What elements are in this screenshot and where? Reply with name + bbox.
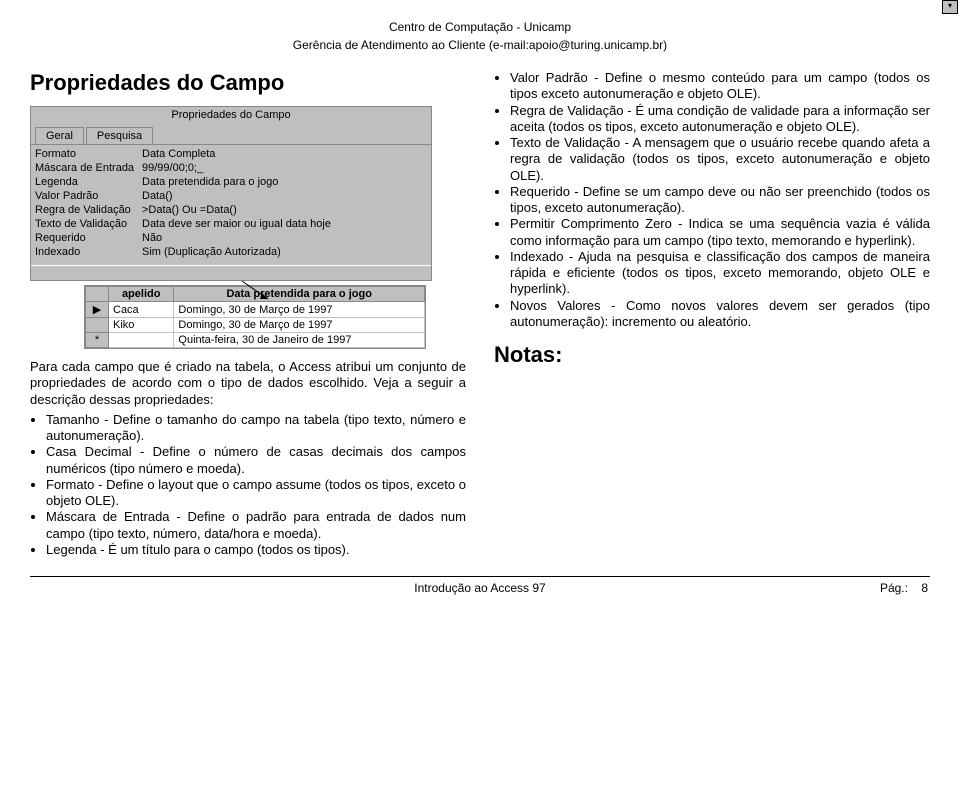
prop-value[interactable]: 99/99/00;0;_ bbox=[140, 161, 427, 175]
prop-row-regra: Regra de Validação >Data() Ou =Data() bbox=[35, 203, 427, 217]
footer-divider bbox=[30, 576, 930, 577]
table-row[interactable]: ▶ Caca Domingo, 30 de Março de 1997 bbox=[86, 302, 425, 318]
dropdown-icon[interactable]: ▾ bbox=[942, 0, 958, 14]
bullet-item: Tamanho - Define o tamanho do campo na t… bbox=[46, 412, 466, 445]
prop-value[interactable]: Data pretendida para o jogo bbox=[140, 175, 427, 189]
bullet-item: Texto de Validação - A mensagem que o us… bbox=[510, 135, 930, 184]
properties-panel: Propriedades do Campo Geral Pesquisa For… bbox=[30, 106, 432, 281]
bullet-list-right: Valor Padrão - Define o mesmo conteúdo p… bbox=[494, 70, 930, 330]
prop-label: Valor Padrão bbox=[35, 189, 140, 203]
prop-value[interactable]: Data() bbox=[140, 189, 427, 203]
tab-general[interactable]: Geral bbox=[35, 127, 84, 144]
bullet-item: Máscara de Entrada - Define o padrão par… bbox=[46, 509, 466, 542]
cell-apelido[interactable] bbox=[109, 333, 174, 348]
prop-label: Regra de Validação bbox=[35, 203, 140, 217]
bullet-item: Novos Valores - Como novos valores devem… bbox=[510, 298, 930, 331]
prop-row-requerido: Requerido Não bbox=[35, 231, 427, 245]
table-corner bbox=[86, 287, 109, 302]
panel-caption: Propriedades do Campo bbox=[31, 107, 431, 123]
cell-data[interactable]: Domingo, 30 de Março de 1997 bbox=[174, 318, 425, 333]
cell-apelido[interactable]: Caca bbox=[109, 302, 174, 318]
row-marker: * bbox=[86, 333, 109, 348]
header-department: Gerência de Atendimento ao Cliente (e-ma… bbox=[30, 38, 930, 52]
row-marker: ▶ bbox=[86, 302, 109, 318]
left-column: Propriedades do Campo Propriedades do Ca… bbox=[30, 70, 466, 558]
prop-row-mascara: Máscara de Entrada 99/99/00;0;_ bbox=[35, 161, 427, 175]
prop-label: Requerido bbox=[35, 231, 140, 245]
footer-title: Introdução ao Access 97 bbox=[414, 581, 545, 595]
section-title: Propriedades do Campo bbox=[30, 70, 466, 96]
tab-bar: Geral Pesquisa bbox=[31, 123, 431, 145]
prop-row-texto: Texto de Validação Data deve ser maior o… bbox=[35, 217, 427, 231]
prop-label: Legenda bbox=[35, 175, 140, 189]
properties-list: Formato Data Completa ▾ Máscara de Entra… bbox=[31, 145, 431, 265]
notes-heading: Notas: bbox=[494, 342, 930, 368]
table-row[interactable]: Kiko Domingo, 30 de Março de 1997 bbox=[86, 318, 425, 333]
bullet-item: Permitir Comprimento Zero - Indica se um… bbox=[510, 216, 930, 249]
cell-data[interactable]: Domingo, 30 de Março de 1997 bbox=[174, 302, 425, 318]
prop-value[interactable]: >Data() Ou =Data() bbox=[140, 203, 427, 217]
bullet-item: Casa Decimal - Define o número de casas … bbox=[46, 444, 466, 477]
page-number: 8 bbox=[921, 581, 928, 595]
prop-value[interactable]: Data deve ser maior ou igual data hoje bbox=[140, 217, 427, 231]
bullet-item: Formato - Define o layout que o campo as… bbox=[46, 477, 466, 510]
prop-row-indexado: Indexado Sim (Duplicação Autorizada) bbox=[35, 245, 427, 259]
prop-label: Texto de Validação bbox=[35, 217, 140, 231]
prop-row-legenda: Legenda Data pretendida para o jogo bbox=[35, 175, 427, 189]
row-marker bbox=[86, 318, 109, 333]
intro-paragraph: Para cada campo que é criado na tabela, … bbox=[30, 359, 466, 408]
prop-label: Formato bbox=[35, 147, 140, 161]
footer-page: Pág.: 8 bbox=[880, 581, 928, 595]
page-label: Pág.: bbox=[880, 581, 908, 595]
bullet-item: Legenda - É um título para o campo (todo… bbox=[46, 542, 466, 558]
bullet-item: Regra de Validação - É uma condição de v… bbox=[510, 103, 930, 136]
prop-label: Máscara de Entrada bbox=[35, 161, 140, 175]
bullet-item: Valor Padrão - Define o mesmo conteúdo p… bbox=[510, 70, 930, 103]
bullet-list-left: Tamanho - Define o tamanho do campo na t… bbox=[30, 412, 466, 558]
tab-search[interactable]: Pesquisa bbox=[86, 127, 153, 144]
bullet-item: Requerido - Define se um campo deve ou n… bbox=[510, 184, 930, 217]
header-institution: Centro de Computação - Unicamp bbox=[30, 20, 930, 34]
prop-row-formato: Formato Data Completa ▾ bbox=[35, 147, 427, 161]
bullet-item: Indexado - Ajuda na pesquisa e classific… bbox=[510, 249, 930, 298]
col-apelido[interactable]: apelido bbox=[109, 287, 174, 302]
prop-row-valorpadrao: Valor Padrão Data() bbox=[35, 189, 427, 203]
col-data[interactable]: Data pretendida para o jogo bbox=[174, 287, 425, 302]
data-table-panel: apelido Data pretendida para o jogo ▶ Ca… bbox=[84, 285, 426, 349]
prop-value[interactable]: Não bbox=[140, 231, 427, 245]
prop-value[interactable]: Sim (Duplicação Autorizada) bbox=[140, 245, 427, 259]
prop-value[interactable]: Data Completa bbox=[140, 147, 427, 161]
table-row[interactable]: * Quinta-feira, 30 de Janeiro de 1997 bbox=[86, 333, 425, 348]
cell-data[interactable]: Quinta-feira, 30 de Janeiro de 1997 bbox=[174, 333, 425, 348]
cell-apelido[interactable]: Kiko bbox=[109, 318, 174, 333]
right-column: Valor Padrão - Define o mesmo conteúdo p… bbox=[494, 70, 930, 558]
prop-label: Indexado bbox=[35, 245, 140, 259]
panel-footer bbox=[31, 265, 431, 280]
